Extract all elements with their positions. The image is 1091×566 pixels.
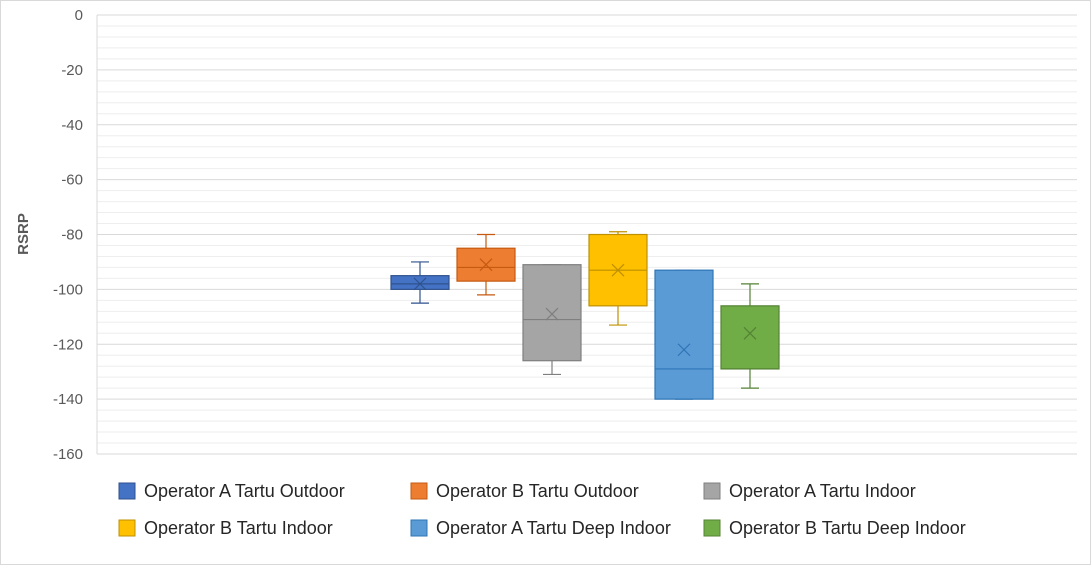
y-axis-ticks: -160 -140 -120 -100 -80 -60 -40 -20 0: [53, 7, 83, 463]
legend-label: Operator A Tartu Deep Indoor: [436, 518, 671, 538]
y-tick-label: -40: [61, 117, 83, 134]
legend-swatch: [703, 519, 721, 537]
legend-label: Operator B Tartu Indoor: [144, 518, 333, 538]
mean-marker: [743, 326, 757, 340]
legend-label: Operator B Tartu Deep Indoor: [729, 518, 966, 538]
mean-marker: [611, 263, 625, 277]
boxes: [390, 231, 780, 400]
legend-item: Operator A Tartu Outdoor: [118, 481, 345, 501]
box: [390, 275, 450, 290]
legend-item: Operator A Tartu Indoor: [703, 481, 916, 501]
box: [720, 305, 780, 370]
legend-item: Operator B Tartu Outdoor: [410, 481, 639, 501]
y-tick-label: -140: [53, 391, 83, 408]
box-series: [390, 261, 450, 304]
y-tick-label: -100: [53, 281, 83, 298]
y-tick-label: -20: [61, 62, 83, 79]
box-series: [456, 233, 516, 296]
box-series: [522, 264, 582, 376]
box: [654, 269, 714, 400]
mean-marker: [545, 307, 559, 321]
legend-swatch: [410, 482, 428, 500]
y-axis-title: RSRP: [15, 213, 32, 255]
legend: Operator A Tartu Outdoor Operator B Tartu…: [118, 481, 966, 538]
mean-marker: [677, 343, 691, 357]
gridlines: [96, 14, 1077, 455]
legend-label: Operator A Tartu Outdoor: [144, 481, 345, 501]
box-series: [588, 231, 648, 326]
legend-item: Operator B Tartu Indoor: [118, 518, 333, 538]
legend-item: Operator A Tartu Deep Indoor: [410, 518, 671, 538]
y-tick-label: -80: [61, 227, 83, 244]
y-tick-label: -60: [61, 172, 83, 189]
legend-swatch: [703, 482, 721, 500]
y-tick-label: -120: [53, 336, 83, 353]
y-tick-label: -160: [53, 446, 83, 463]
y-tick-label: 0: [75, 7, 83, 24]
mean-marker: [413, 277, 427, 291]
mean-marker: [479, 258, 493, 272]
legend-label: Operator A Tartu Indoor: [729, 481, 916, 501]
box: [522, 264, 582, 362]
legend-swatch: [118, 482, 136, 500]
legend-label: Operator B Tartu Outdoor: [436, 481, 639, 501]
legend-item: Operator B Tartu Deep Indoor: [703, 518, 966, 538]
legend-swatch: [118, 519, 136, 537]
box-series: [654, 269, 714, 400]
legend-swatch: [410, 519, 428, 537]
box-series: [720, 283, 780, 389]
